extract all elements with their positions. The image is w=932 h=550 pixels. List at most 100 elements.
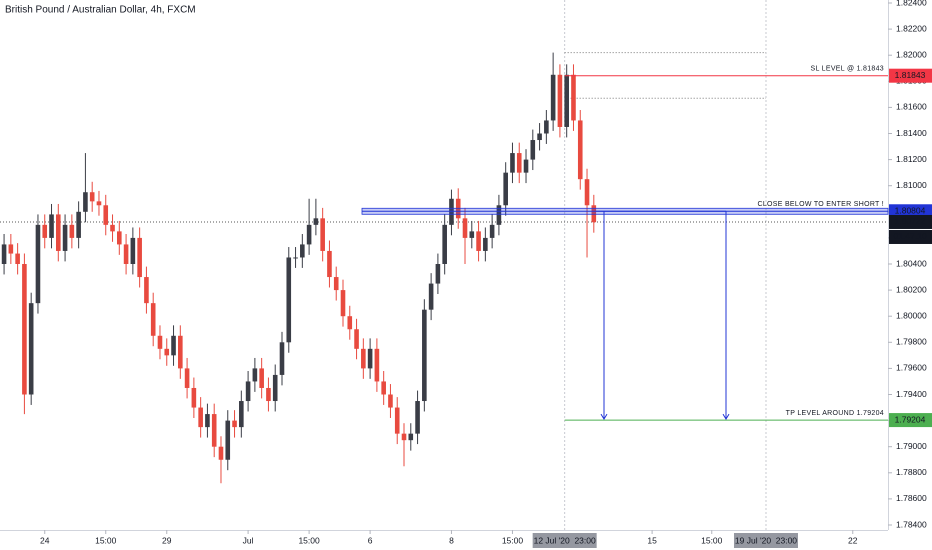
candle-body xyxy=(544,120,549,134)
candle-body xyxy=(394,407,400,434)
y-tick-label: 1.81400 xyxy=(896,128,927,138)
candle-body xyxy=(476,231,481,251)
candle-body xyxy=(483,237,488,251)
candle-body xyxy=(381,381,386,395)
candle-body xyxy=(76,211,81,238)
y-tick-label: 1.78600 xyxy=(896,493,927,503)
x-tick-label: 29 xyxy=(162,535,172,545)
candle-body xyxy=(22,264,27,395)
candle-body xyxy=(137,237,142,278)
y-tick-label: 1.79000 xyxy=(896,441,927,451)
y-tick-label: 1.80000 xyxy=(896,310,927,320)
x-highlight-box xyxy=(733,533,798,548)
candle-body xyxy=(225,420,231,460)
candle-body xyxy=(96,201,102,206)
candle-body xyxy=(510,153,515,173)
x-tick-label: 6 xyxy=(368,535,373,545)
candle-body xyxy=(449,198,454,225)
candle-body xyxy=(415,401,420,434)
candle-body xyxy=(266,387,271,402)
y-tick-label: 1.81600 xyxy=(896,102,927,112)
candle-body xyxy=(361,348,366,369)
level-text: CLOSE BELOW TO ENTER SHORT ! xyxy=(757,201,884,208)
candle-body xyxy=(117,231,122,245)
x-tick-label: 15:00 xyxy=(95,535,117,545)
arrow-head xyxy=(600,413,608,421)
x-tick-label: 22 xyxy=(848,535,858,545)
candle-body xyxy=(239,401,244,428)
candle-body xyxy=(496,205,502,225)
x-tick-label: 19 Jul '20 23:00 xyxy=(735,535,797,545)
candle-body xyxy=(49,214,54,238)
candle-body xyxy=(1,244,7,264)
candle-body xyxy=(272,374,278,402)
arrow-head xyxy=(722,413,730,421)
candle-body xyxy=(489,224,495,238)
candle-body xyxy=(171,335,176,356)
candle-body xyxy=(245,381,251,402)
candle-body xyxy=(150,303,156,336)
candle-body xyxy=(503,172,508,206)
x-tick-label: 15:00 xyxy=(298,535,320,545)
candle-body xyxy=(408,433,414,441)
candle-body xyxy=(123,244,129,264)
candle-body xyxy=(69,224,75,238)
candle-body xyxy=(55,214,61,251)
candle-body xyxy=(252,368,258,382)
chart-title: British Pound / Australian Dollar, 4h, F… xyxy=(5,5,196,16)
candle-body xyxy=(442,224,447,264)
candle-body xyxy=(89,192,95,202)
candle-body xyxy=(279,342,285,375)
candle-body xyxy=(15,253,20,264)
y-tick-label: 1.79800 xyxy=(896,337,927,347)
candle-body xyxy=(435,264,441,284)
candle-body xyxy=(300,244,305,258)
candle-body xyxy=(144,277,149,304)
candle-body xyxy=(28,303,34,395)
candle-body xyxy=(306,224,312,245)
y-tick-label: 1.80200 xyxy=(896,284,927,294)
y-tick-label: 1.82200 xyxy=(896,23,927,33)
x-tick-label: 12 Jul '20 23:00 xyxy=(534,535,596,545)
candle-body xyxy=(584,179,590,206)
candle-body xyxy=(211,414,217,447)
candle-body xyxy=(62,224,68,251)
price-label-box xyxy=(889,204,932,219)
candle-body xyxy=(313,218,319,225)
candle-body xyxy=(157,335,163,349)
y-tick-label: 1.79600 xyxy=(896,363,927,373)
candle-body xyxy=(523,159,529,173)
candle-body xyxy=(191,387,197,408)
x-tick-label: 15 xyxy=(647,535,657,545)
x-tick-label: Jul xyxy=(243,535,254,545)
level-text: SL LEVEL @ 1.81843 xyxy=(811,66,884,73)
y-tick-label: 1.81000 xyxy=(896,180,927,190)
candle-body xyxy=(374,348,380,382)
candle-body xyxy=(577,120,583,180)
candle-body xyxy=(164,348,170,356)
candle-body xyxy=(42,224,48,238)
y-tick-label: 1.78400 xyxy=(896,519,927,529)
candle-body xyxy=(110,224,115,232)
candle-body xyxy=(557,74,563,127)
candle-body xyxy=(550,74,556,121)
price-label: 1.80804 xyxy=(895,206,926,216)
candle-body xyxy=(293,257,298,259)
price-label-box xyxy=(889,413,932,428)
candle-body xyxy=(205,414,210,428)
x-highlight-box xyxy=(532,533,597,548)
candle-body xyxy=(184,368,190,388)
candle-body xyxy=(130,237,136,264)
candle-body xyxy=(178,335,183,369)
candle-body xyxy=(564,74,569,127)
candle-body xyxy=(340,290,346,317)
level-text: TP LEVEL AROUND 1.79204 xyxy=(786,410,884,417)
candle-body xyxy=(83,192,88,212)
price-label-box xyxy=(889,68,932,83)
candle-body xyxy=(367,348,373,369)
candle-body xyxy=(469,231,475,238)
candle-body xyxy=(320,218,325,251)
candle-body xyxy=(428,283,434,310)
candle-body xyxy=(462,218,468,238)
